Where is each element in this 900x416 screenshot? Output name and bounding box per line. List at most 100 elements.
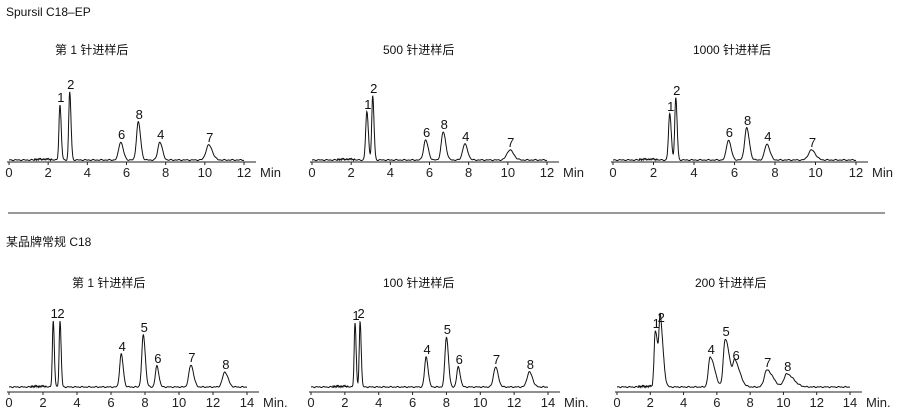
x-tick-label: 2 <box>39 395 46 410</box>
peak-label-5: 5 <box>723 324 730 339</box>
x-axis-unit-label: Min. <box>564 395 589 410</box>
chromatogram-trace <box>9 91 245 162</box>
x-tick-label: 10 <box>501 165 515 180</box>
x-tick-label: 4 <box>680 395 687 410</box>
peak-label-4: 4 <box>423 342 430 357</box>
x-tick-label: 12 <box>206 395 220 410</box>
panel-title: 100 针进样后 <box>383 275 454 290</box>
peak-label-2: 2 <box>658 310 665 325</box>
x-tick-label: 6 <box>713 395 720 410</box>
x-tick-label: 0 <box>308 165 315 180</box>
peak-label-6: 6 <box>726 125 733 140</box>
x-tick-label: 6 <box>107 395 114 410</box>
panel-title: 500 针进样后 <box>383 42 454 57</box>
x-tick-label: 2 <box>348 165 355 180</box>
peak-label-4: 4 <box>157 127 164 142</box>
peak-label-8: 8 <box>527 357 534 372</box>
peak-label-8: 8 <box>222 357 229 372</box>
x-tick-label: 0 <box>307 395 314 410</box>
x-tick-label: 12 <box>540 165 554 180</box>
section-label-conventional: 某品牌常规 C18 <box>6 234 92 249</box>
peak-label-7: 7 <box>206 130 213 145</box>
x-tick-label: 12 <box>849 165 863 180</box>
x-tick-label: 8 <box>141 395 148 410</box>
peak-label-8: 8 <box>441 117 448 132</box>
x-tick-label: 10 <box>473 395 487 410</box>
x-tick-label: 14 <box>541 395 555 410</box>
x-tick-label: 10 <box>776 395 790 410</box>
peak-label-6: 6 <box>456 352 463 367</box>
x-tick-label: 12 <box>507 395 521 410</box>
chromatogram-trace <box>9 320 247 389</box>
peak-label-6: 6 <box>423 125 430 140</box>
peak-label-6: 6 <box>154 351 161 366</box>
peak-label-7: 7 <box>507 135 514 150</box>
x-axis-unit-label: Min. <box>866 395 891 410</box>
peak-label-1: 1 <box>364 97 371 112</box>
peak-label-1: 1 <box>51 306 58 321</box>
peak-label-2: 2 <box>673 83 680 98</box>
x-tick-label: 6 <box>731 165 738 180</box>
peak-label-2: 2 <box>67 77 74 92</box>
x-tick-label: 8 <box>162 165 169 180</box>
x-tick-label: 8 <box>771 165 778 180</box>
peak-label-8: 8 <box>136 107 143 122</box>
x-tick-label: 10 <box>172 395 186 410</box>
x-tick-label: 0 <box>5 165 12 180</box>
x-tick-label: 14 <box>240 395 254 410</box>
peak-label-4: 4 <box>462 129 469 144</box>
chromatogram-trace <box>617 312 850 389</box>
x-tick-label: 6 <box>426 165 433 180</box>
x-tick-label: 6 <box>123 165 130 180</box>
peak-label-7: 7 <box>188 350 195 365</box>
peak-label-5: 5 <box>444 322 451 337</box>
x-tick-label: 2 <box>647 395 654 410</box>
panel-title: 第 1 针进样后 <box>55 42 128 57</box>
peak-label-4: 4 <box>764 129 771 144</box>
chromatogram-trace <box>311 320 548 389</box>
chromatogram-trace <box>312 95 548 162</box>
chromatogram-trace <box>613 97 857 162</box>
peak-label-5: 5 <box>141 320 148 335</box>
peak-label-7: 7 <box>809 135 816 150</box>
panel-title: 1000 针进样后 <box>693 42 771 57</box>
x-axis-unit-label: Min <box>563 165 584 180</box>
section-label-spursil: Spursil C18–EP <box>6 5 91 19</box>
x-tick-label: 4 <box>690 165 697 180</box>
panel-title: 200 针进样后 <box>695 275 766 290</box>
x-tick-label: 4 <box>387 165 394 180</box>
peak-label-2: 2 <box>57 306 64 321</box>
x-tick-label: 0 <box>5 395 12 410</box>
x-tick-label: 2 <box>341 395 348 410</box>
peak-label-8: 8 <box>784 359 791 374</box>
x-tick-label: 8 <box>465 165 472 180</box>
x-tick-label: 10 <box>198 165 212 180</box>
peak-label-2: 2 <box>370 81 377 96</box>
peak-label-1: 1 <box>653 316 660 331</box>
peak-label-6: 6 <box>733 348 740 363</box>
panel-title: 第 1 针进样后 <box>72 275 145 290</box>
x-tick-label: 4 <box>375 395 382 410</box>
x-tick-label: 8 <box>747 395 754 410</box>
x-tick-label: 6 <box>409 395 416 410</box>
peak-label-1: 1 <box>352 308 359 323</box>
x-axis-unit-label: Min <box>260 165 281 180</box>
peak-label-4: 4 <box>119 339 126 354</box>
peak-label-6: 6 <box>118 127 125 142</box>
x-axis-unit-label: Min <box>872 165 893 180</box>
x-tick-label: 4 <box>84 165 91 180</box>
peak-label-2: 2 <box>357 306 364 321</box>
x-tick-label: 2 <box>45 165 52 180</box>
x-tick-label: 12 <box>237 165 251 180</box>
x-tick-label: 4 <box>73 395 80 410</box>
peak-label-7: 7 <box>764 355 771 370</box>
x-tick-label: 14 <box>843 395 857 410</box>
x-tick-label: 12 <box>809 395 823 410</box>
peak-label-1: 1 <box>57 90 64 105</box>
x-tick-label: 0 <box>613 395 620 410</box>
peak-label-1: 1 <box>667 99 674 114</box>
peak-label-8: 8 <box>744 113 751 128</box>
peak-label-4: 4 <box>708 342 715 357</box>
